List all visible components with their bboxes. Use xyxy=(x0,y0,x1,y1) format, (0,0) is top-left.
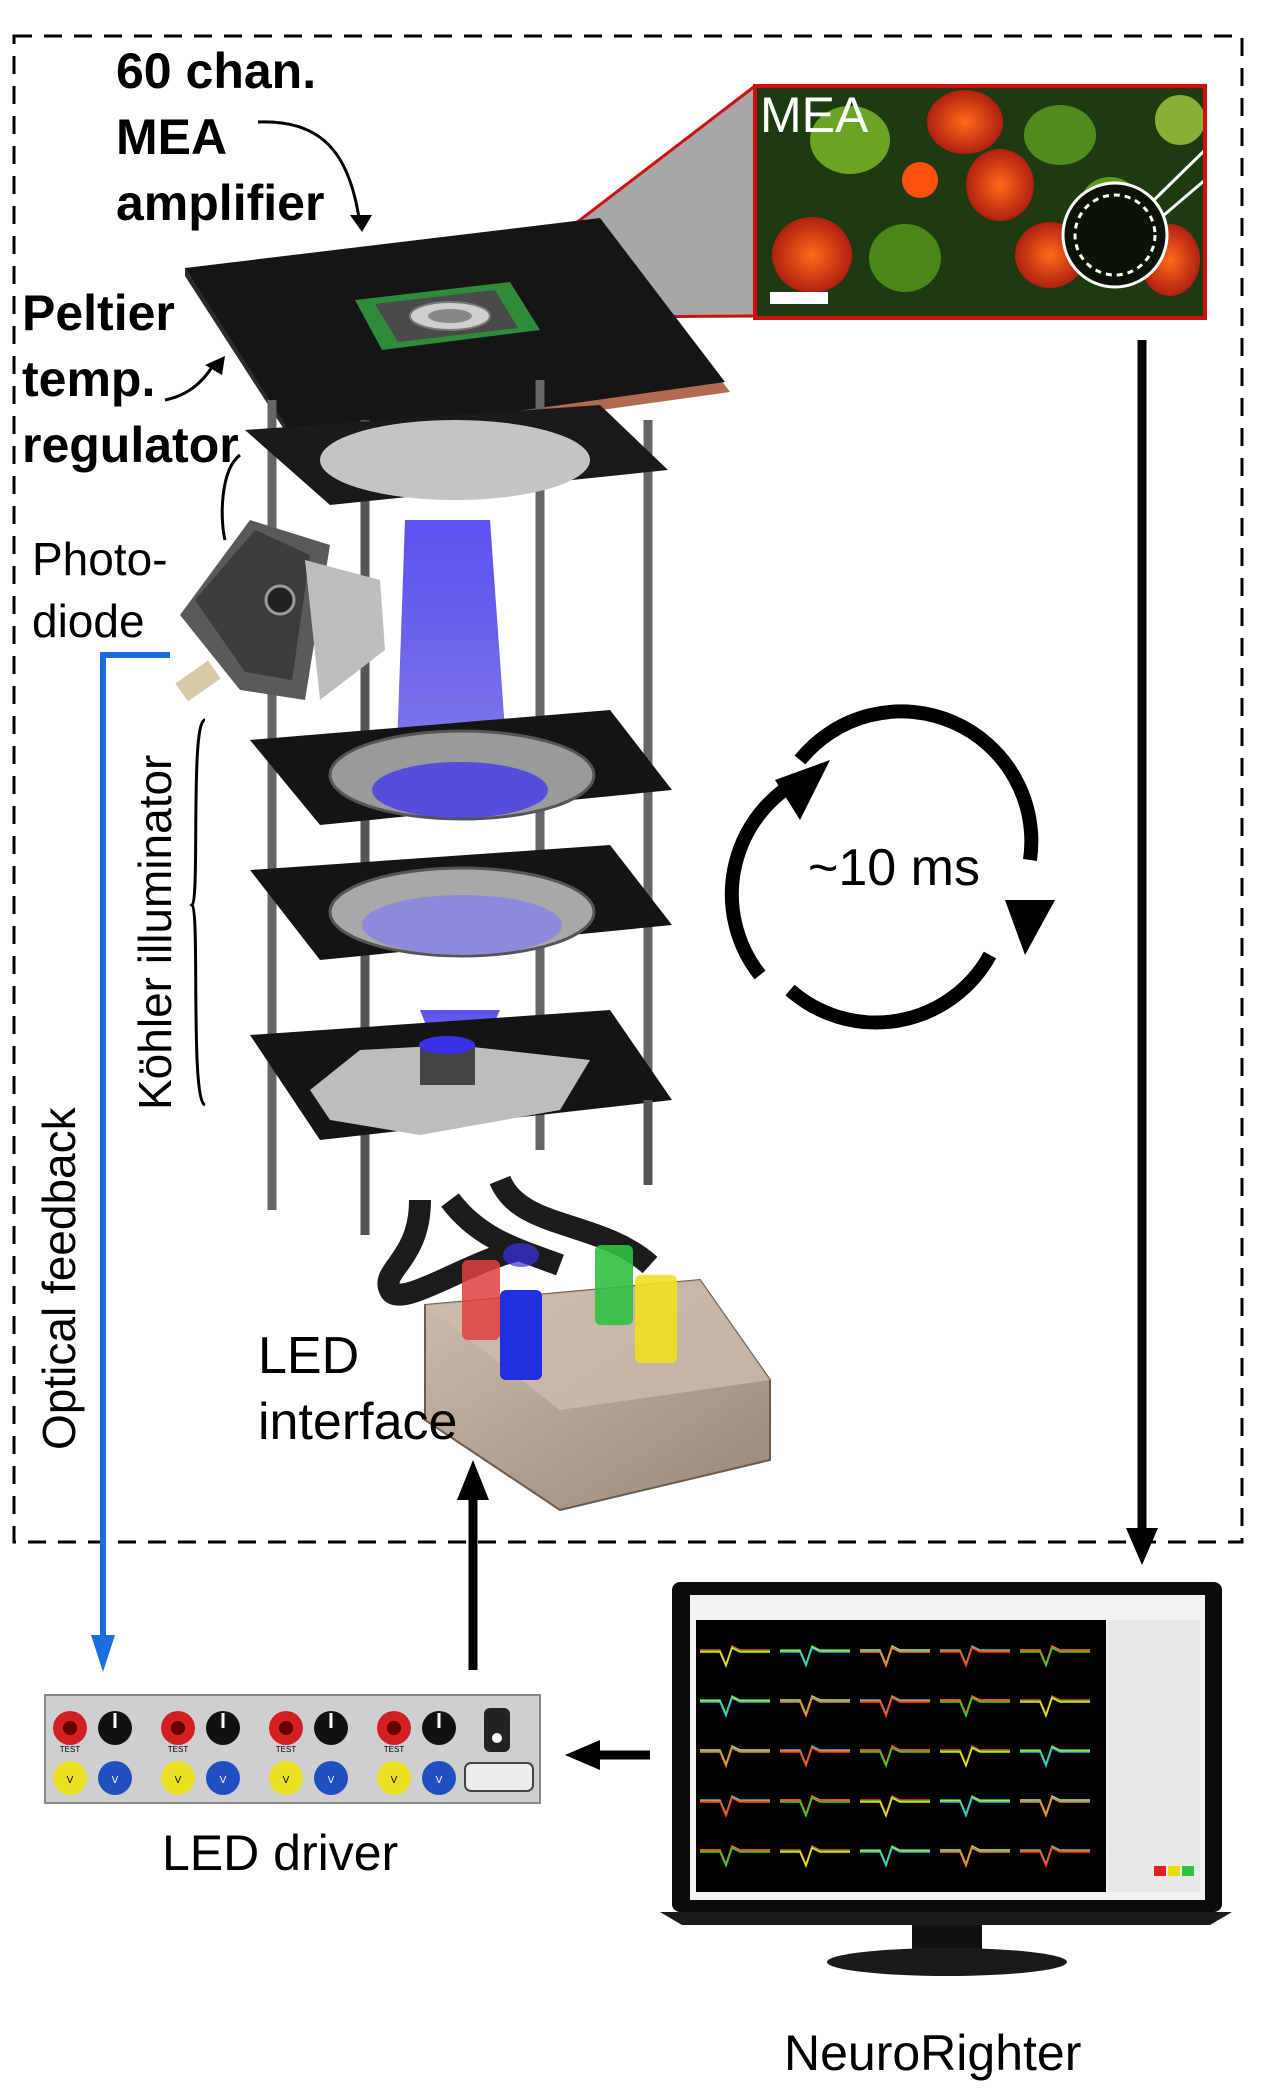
led-interface xyxy=(377,1175,771,1512)
led-interface-label-line2: interface xyxy=(258,1393,458,1451)
vled-jack xyxy=(206,1761,240,1795)
spike-trace xyxy=(700,1696,770,1719)
driver-channels: TEST V V TEST V V TEST V V TEST V V xyxy=(53,1711,456,1795)
photodiode-label-line2: diode xyxy=(32,595,145,647)
spike-trace xyxy=(1020,1646,1090,1669)
spike-trace xyxy=(860,1796,930,1819)
kohler-label: Köhler illuminator xyxy=(129,754,181,1110)
spike-trace xyxy=(940,1746,1010,1769)
inset-label: MEA xyxy=(760,87,869,143)
led-driver-panel: TEST V V TEST V V TEST V V TEST V V xyxy=(44,1694,541,1804)
spike-trace xyxy=(860,1696,930,1719)
spike-trace xyxy=(780,1746,850,1769)
vled-label: V xyxy=(112,1775,119,1786)
vled-jack xyxy=(422,1761,456,1795)
test-label: TEST xyxy=(60,1745,81,1754)
peltier-label-line2: temp. xyxy=(22,351,156,407)
spike-trace xyxy=(1020,1796,1090,1819)
serial-port xyxy=(464,1762,534,1792)
vin-label: V xyxy=(175,1775,182,1786)
spike-trace xyxy=(700,1746,770,1769)
loop-time-label: ~10 ms xyxy=(808,839,980,897)
spike-trace xyxy=(1020,1696,1090,1719)
photodiode-label-line1: Photo- xyxy=(32,533,168,585)
test-label: TEST xyxy=(168,1745,189,1754)
led-yellow xyxy=(635,1275,677,1363)
peltier-leader xyxy=(164,361,217,402)
led-driver-label: LED driver xyxy=(162,1825,399,1881)
vled-jack xyxy=(314,1761,348,1795)
spike-traces xyxy=(700,1644,1090,1869)
vled-label: V xyxy=(220,1775,227,1786)
spike-trace xyxy=(1020,1746,1090,1769)
led-blue xyxy=(500,1290,542,1380)
vled-jack xyxy=(98,1761,132,1795)
spike-trace xyxy=(700,1646,770,1669)
spike-trace xyxy=(860,1746,930,1769)
vled-label: V xyxy=(328,1775,335,1786)
amp-leader xyxy=(257,120,362,226)
optical-feedback-label: Optical feedback xyxy=(33,1107,85,1450)
vin-jack xyxy=(161,1761,195,1795)
electrode-outline xyxy=(1061,148,1207,289)
vin-jack xyxy=(377,1761,411,1795)
spike-trace xyxy=(940,1796,1010,1819)
neurorighter-label: NeuroRighter xyxy=(784,2025,1082,2081)
photodiode-brace xyxy=(220,453,242,541)
amp-label-line3: amplifier xyxy=(116,175,325,231)
spike-trace xyxy=(780,1796,850,1819)
spike-trace xyxy=(700,1796,770,1819)
optical-feedback-arrow xyxy=(100,652,170,1640)
neurorighter-monitor xyxy=(660,1582,1232,1976)
scale-bar xyxy=(770,292,828,304)
photodiode xyxy=(175,520,385,702)
peltier-label-line3: regulator xyxy=(22,417,239,473)
test-label: TEST xyxy=(276,1745,297,1754)
inset-border xyxy=(753,84,1207,320)
spike-trace xyxy=(860,1646,930,1669)
vin-label: V xyxy=(391,1775,398,1786)
spike-trace xyxy=(700,1846,770,1869)
inset-cells xyxy=(772,90,1205,296)
kohler-stack xyxy=(245,380,672,1235)
system-boundary xyxy=(12,34,1244,1544)
led-red xyxy=(462,1260,500,1340)
amp-label-line1: 60 chan. xyxy=(116,43,317,99)
spike-trace xyxy=(860,1846,930,1869)
led-interface-label-line1: LED xyxy=(258,1327,360,1385)
vin-jack xyxy=(269,1761,303,1795)
spike-trace xyxy=(1020,1846,1090,1869)
mea-amplifier xyxy=(185,218,730,452)
power-switch xyxy=(484,1708,510,1752)
spike-trace xyxy=(940,1696,1010,1719)
vin-label: V xyxy=(67,1775,74,1786)
kohler-brace xyxy=(189,718,207,1107)
led-green xyxy=(595,1245,633,1325)
spike-trace xyxy=(780,1646,850,1669)
spike-trace xyxy=(780,1696,850,1719)
peltier-label-line1: Peltier xyxy=(22,285,175,341)
vled-label: V xyxy=(436,1775,443,1786)
loop-indicator xyxy=(724,704,1055,1030)
test-label: TEST xyxy=(384,1745,405,1754)
spike-trace xyxy=(780,1846,850,1869)
spike-trace xyxy=(940,1846,1010,1869)
spike-trace xyxy=(940,1646,1010,1669)
vin-label: V xyxy=(283,1775,290,1786)
vin-jack xyxy=(53,1761,87,1795)
amp-label-line2: MEA xyxy=(116,109,228,165)
